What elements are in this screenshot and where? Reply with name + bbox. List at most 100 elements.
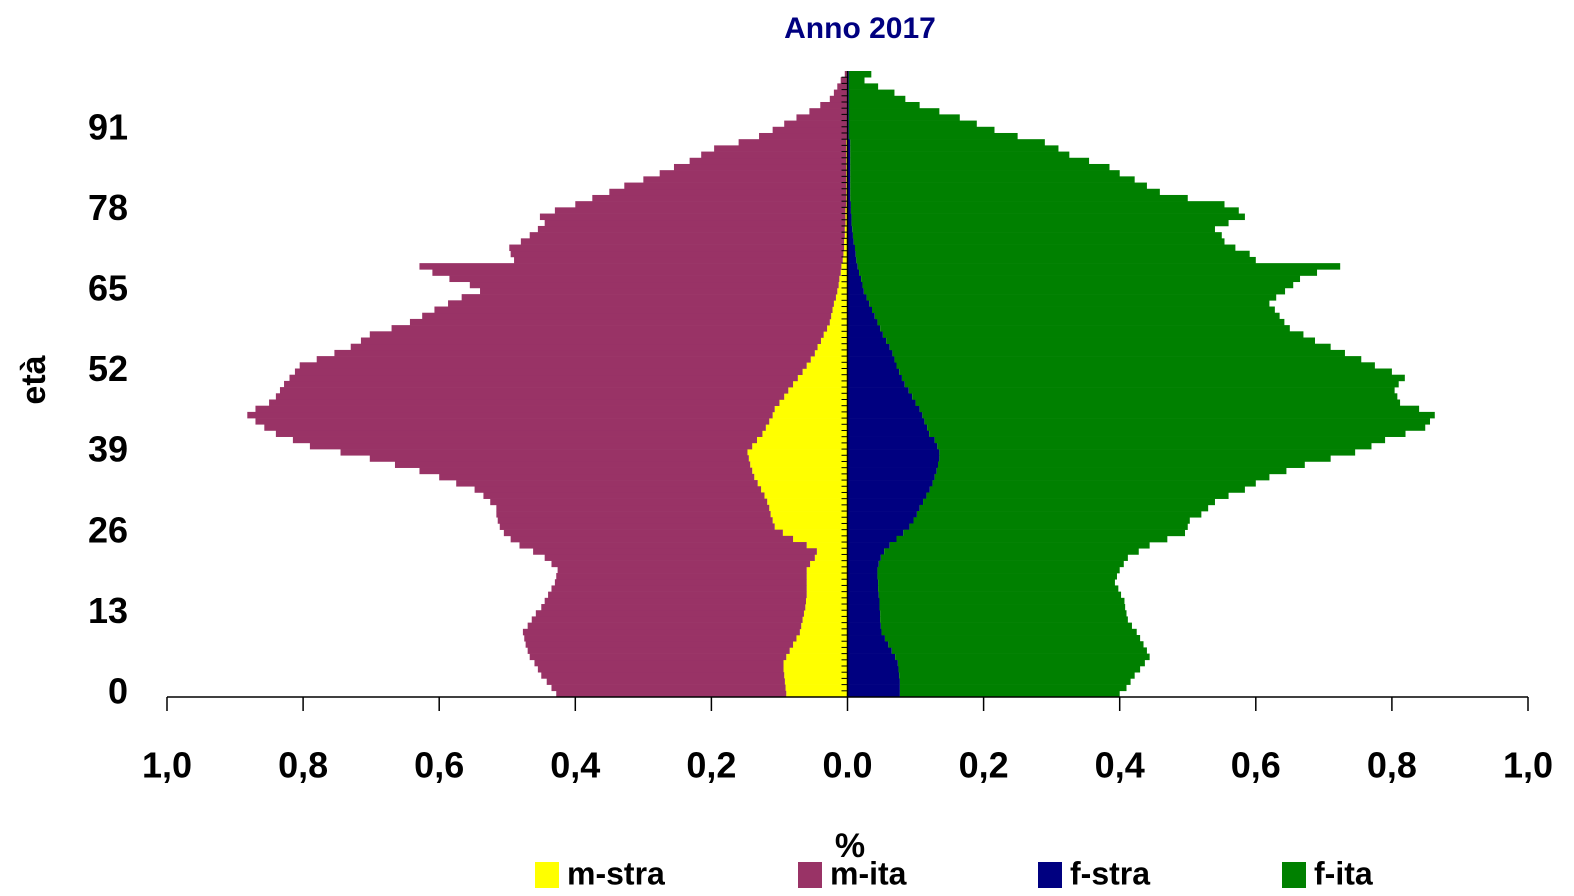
bar [788,387,848,394]
bar [785,684,848,692]
bar [557,566,807,574]
bar [847,641,889,648]
legend-swatch [798,862,822,888]
bar [814,349,848,357]
bar [847,442,938,450]
bar [829,318,848,326]
bar [544,219,846,227]
bar [369,455,749,462]
bar [847,523,910,530]
bar [784,672,848,679]
bar [847,163,851,171]
bar [847,318,878,326]
bar [761,486,848,493]
bar [837,287,848,295]
bar [850,176,1135,183]
y-tick-label: 91 [88,106,128,147]
bar [938,461,1305,468]
bar [247,411,773,419]
bar [556,573,807,580]
bar [847,653,896,661]
bar [806,566,848,574]
bar [483,492,765,499]
bar [796,114,847,121]
bar [432,269,841,276]
x-tick-label: 0,4 [1095,745,1145,786]
bar [847,628,882,636]
bar [309,442,753,450]
bar [847,393,913,400]
bar [449,275,840,283]
bar [850,157,1090,165]
bar [774,405,848,413]
bar [541,604,806,611]
bar [852,232,1222,239]
bar [847,225,853,233]
bar [847,325,881,332]
bar [827,325,848,332]
bar [793,641,848,648]
bar [847,151,851,159]
x-tick-label: 0,6 [414,745,464,786]
bar [823,331,848,338]
bar [340,449,748,456]
bar [847,666,899,673]
bar [673,163,847,171]
bar [847,337,887,345]
bar [756,436,848,444]
bar [939,449,1356,456]
bar [820,337,848,345]
bar [847,684,900,692]
bar [534,659,784,667]
bar [913,517,1190,524]
bar [847,275,862,283]
bar [879,597,1125,605]
bar [592,194,847,202]
bar [548,591,807,599]
bar [350,343,818,351]
bar [862,281,1294,289]
bar [880,325,1290,332]
bar [546,678,785,685]
bar [786,690,848,698]
bar [643,176,847,183]
bar [932,480,1256,487]
bar [289,374,798,382]
bar [847,250,856,258]
bar [847,418,925,425]
bar [759,132,847,140]
bar [783,659,848,667]
bar [292,436,757,444]
bar [880,622,1132,630]
bar [529,232,845,239]
bar [774,523,848,530]
x-tick-label: 0,8 [1367,745,1417,786]
bar [805,604,848,611]
bar [847,281,863,289]
bar [848,89,895,97]
bar [764,492,848,499]
bar [369,331,824,338]
bar [903,529,1186,537]
bar [299,362,807,369]
bar [456,480,758,487]
bar [904,380,1399,388]
bar [884,548,1139,555]
bar [936,467,1287,475]
bar [789,647,848,654]
bar [841,263,848,270]
bar [255,418,770,425]
bar [915,399,1401,406]
legend-label: m-stra [567,855,665,891]
bar [847,511,917,518]
x-tick-label: 1,0 [1503,745,1553,786]
bar [929,430,1406,437]
bar [833,89,847,97]
bar [894,356,1362,363]
bar [847,176,851,183]
bar [909,523,1188,530]
bar [714,145,847,152]
bar [892,349,1345,357]
bar [848,83,879,90]
y-tick-label: 13 [88,590,128,631]
